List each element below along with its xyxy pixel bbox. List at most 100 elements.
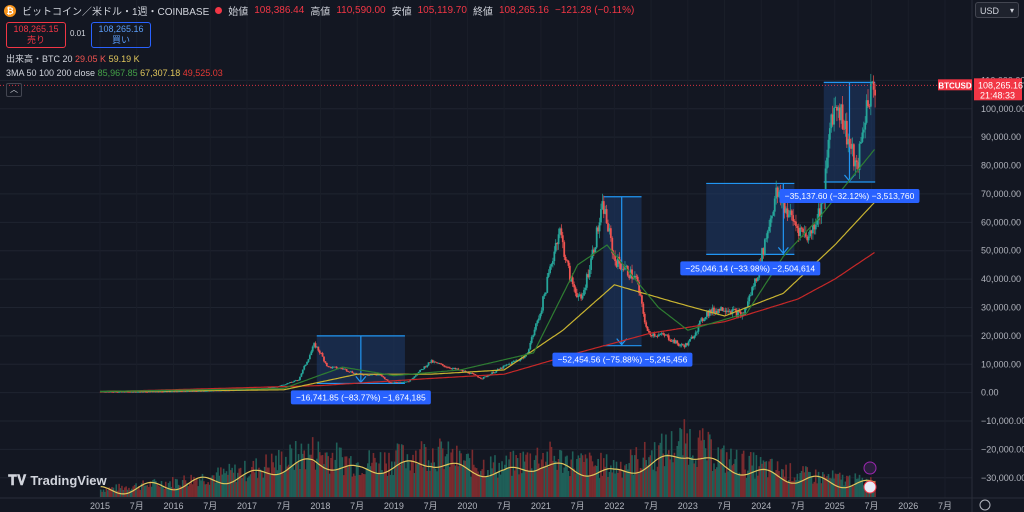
candle-body bbox=[813, 224, 816, 230]
candle-body bbox=[550, 264, 553, 267]
candle-body bbox=[850, 143, 852, 149]
candle-body bbox=[317, 346, 320, 351]
candle-body bbox=[587, 274, 590, 278]
volume-legend[interactable]: 出来高・BTC 20 29.05 K 59.19 K bbox=[6, 52, 140, 65]
candle-body bbox=[718, 308, 721, 311]
x-tick-label: 7月 bbox=[277, 501, 291, 511]
candle-body bbox=[282, 384, 284, 386]
currency-select[interactable]: USD ▾ bbox=[975, 2, 1019, 18]
volume-bar bbox=[581, 455, 584, 497]
volume-bar bbox=[682, 455, 684, 497]
volume-bar bbox=[145, 485, 147, 497]
x-tick-label: 2022 bbox=[604, 501, 624, 511]
candle-body bbox=[506, 364, 509, 366]
high-value: 110,590.00 bbox=[336, 5, 386, 16]
volume-bar bbox=[536, 447, 539, 497]
volume-bar bbox=[747, 470, 749, 497]
candle-body bbox=[167, 391, 170, 393]
candle-body bbox=[773, 198, 776, 212]
candle-body bbox=[280, 385, 283, 386]
candle-body bbox=[609, 228, 612, 239]
volume-bar bbox=[367, 463, 369, 497]
candle-body bbox=[512, 361, 515, 363]
candle-body bbox=[653, 333, 656, 337]
candle-body bbox=[703, 319, 706, 322]
candle-body bbox=[487, 375, 489, 377]
volume-bar bbox=[345, 456, 348, 497]
candle-body bbox=[865, 100, 868, 123]
candle-body bbox=[568, 265, 571, 282]
volume-bar bbox=[663, 466, 666, 497]
candle-body bbox=[607, 223, 609, 232]
candle-body bbox=[734, 308, 737, 311]
volume-bar bbox=[412, 454, 414, 497]
volume-bar bbox=[197, 486, 200, 497]
candle-body bbox=[625, 265, 628, 267]
volume-bar bbox=[860, 480, 862, 497]
volume-bar bbox=[426, 470, 428, 497]
volume-bar bbox=[624, 465, 626, 497]
candle-body bbox=[195, 391, 198, 392]
y-tick-label: 10,000.00 bbox=[981, 359, 1021, 369]
tradingview-logo[interactable]: 𝐓𝐕 TradingView bbox=[8, 472, 107, 489]
volume-bar bbox=[338, 447, 341, 497]
volume-bar bbox=[851, 485, 854, 497]
candle-body bbox=[567, 260, 570, 266]
volume-bar bbox=[149, 481, 151, 497]
candle-body bbox=[423, 366, 426, 370]
open-label: 始値 bbox=[228, 7, 249, 18]
candle-body bbox=[560, 228, 563, 236]
volume-bar bbox=[245, 481, 248, 497]
volume-bar bbox=[754, 478, 756, 497]
volume-bar bbox=[588, 452, 591, 497]
candle-body bbox=[663, 334, 666, 336]
candle-body bbox=[122, 391, 125, 393]
volume-bar bbox=[768, 461, 770, 497]
volume-bar bbox=[221, 474, 224, 497]
volume-bar bbox=[241, 478, 243, 497]
x-tick-label: 2016 bbox=[163, 501, 183, 511]
symbol-title[interactable]: ビットコイン／米ドル・1週・COINBASE bbox=[22, 7, 210, 18]
x-tick-label: 7月 bbox=[938, 501, 952, 511]
volume-bar bbox=[737, 475, 739, 497]
tradingview-mark-icon: 𝐓𝐕 bbox=[8, 472, 27, 488]
price-range-label-bg bbox=[290, 390, 431, 405]
volume-bar bbox=[547, 466, 550, 497]
volume-bar bbox=[244, 460, 246, 497]
volume-bar bbox=[436, 471, 438, 497]
buy-button[interactable]: 108,265.16 買い bbox=[91, 22, 151, 48]
candle-body bbox=[177, 391, 180, 393]
sell-button[interactable]: 108,265.15 売り bbox=[6, 22, 66, 48]
volume-bar bbox=[593, 466, 595, 497]
volume-bar bbox=[631, 455, 633, 497]
settings-gear-icon[interactable] bbox=[979, 499, 991, 511]
candle-body bbox=[303, 366, 306, 370]
volume-bar bbox=[725, 452, 728, 497]
volume-bar bbox=[571, 451, 574, 497]
volume-bar bbox=[708, 434, 711, 497]
candle-body bbox=[816, 220, 819, 225]
candle-body bbox=[397, 381, 400, 383]
candle-body bbox=[341, 368, 344, 370]
volume-bar bbox=[242, 475, 245, 497]
ma-legend[interactable]: 3MA 50 100 200 close 85,967.85 67,307.18… bbox=[6, 68, 223, 78]
candle-body bbox=[184, 391, 187, 393]
candle-body bbox=[146, 391, 149, 393]
volume-bar bbox=[758, 466, 761, 497]
candle-body bbox=[395, 381, 397, 383]
candle-body bbox=[536, 320, 539, 324]
volume-bar bbox=[109, 488, 112, 497]
volume-bar bbox=[610, 465, 612, 497]
candle-body bbox=[474, 374, 477, 376]
volume-bar bbox=[334, 459, 337, 497]
y-tick-label: 80,000.00 bbox=[981, 161, 1021, 171]
candle-body bbox=[494, 372, 496, 374]
candle-body bbox=[674, 340, 677, 344]
candle-body bbox=[552, 261, 554, 265]
chevron-up-icon[interactable]: ︿ bbox=[6, 83, 22, 97]
x-tick-label: 7月 bbox=[791, 501, 805, 511]
candle-body bbox=[113, 391, 116, 393]
volume-bar bbox=[392, 475, 395, 497]
volume-bar bbox=[440, 441, 443, 497]
